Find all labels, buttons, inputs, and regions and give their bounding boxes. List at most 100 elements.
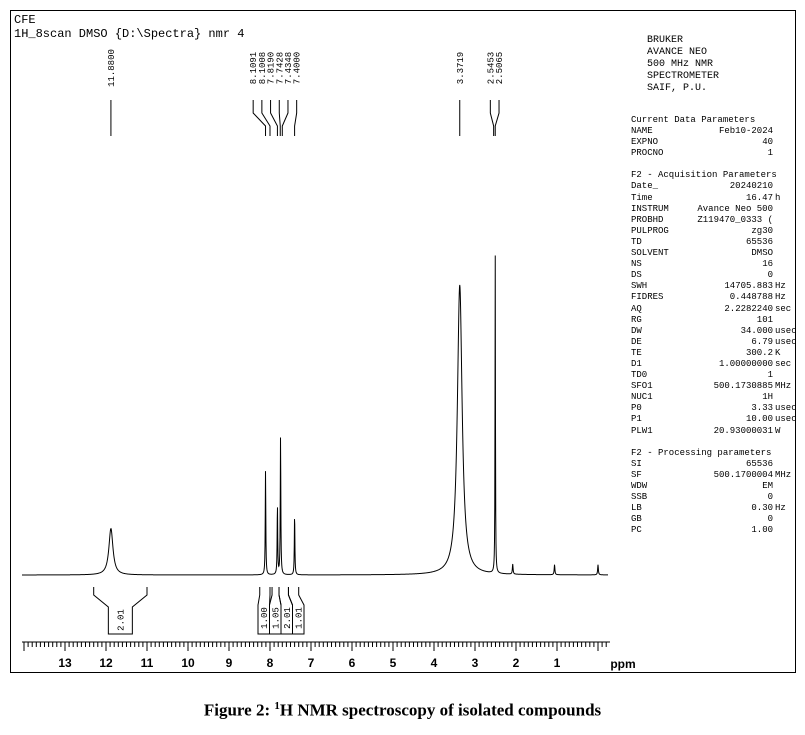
param-unit: h xyxy=(775,192,781,203)
param-row: DS 0 xyxy=(631,270,805,281)
instrument-line: SAIF, P.U. xyxy=(647,83,708,94)
param-name: PC xyxy=(631,525,642,536)
param-name: TD xyxy=(631,236,642,247)
param-name: TD0 xyxy=(631,370,648,381)
param-row: INSTRUM Avance Neo 500 xyxy=(631,204,805,215)
param-value: 1H xyxy=(762,392,773,403)
param-value: DMSO xyxy=(751,248,773,259)
param-value: 65536 xyxy=(745,458,773,469)
param-name: TE xyxy=(631,347,642,358)
current-params-title: Current Data Parameters xyxy=(631,115,756,125)
x-axis-label: ppm xyxy=(610,657,635,671)
param-value: 40 xyxy=(762,137,773,148)
param-unit: Hz xyxy=(775,281,786,292)
peak-label-leader xyxy=(281,100,289,136)
x-tick-label: 12 xyxy=(99,656,113,670)
param-name: SOLVENT xyxy=(631,248,669,259)
peak-label: 8.1091 xyxy=(249,52,259,84)
param-unit: usec xyxy=(775,403,797,414)
param-name: SWH xyxy=(631,281,648,292)
param-row: SWH 14705.883 Hz xyxy=(631,281,805,292)
param-value: 0 xyxy=(767,270,773,281)
param-unit: usec xyxy=(775,336,797,347)
figure-caption: Figure 2: 1H NMR spectroscopy of isolate… xyxy=(0,700,805,721)
param-row: NS 16 xyxy=(631,259,805,270)
x-tick-label: 4 xyxy=(431,656,438,670)
param-row: FIDRES 0.448788 Hz xyxy=(631,292,805,303)
param-name: DW xyxy=(631,325,642,336)
param-value: 10.00 xyxy=(745,414,773,425)
integral-value: 1.05 xyxy=(271,607,281,629)
param-value: 20.93000031 xyxy=(713,425,773,436)
peak-label-leader xyxy=(489,100,495,136)
param-name: INSTRUM xyxy=(631,203,669,214)
param-row: TD0 1 xyxy=(631,370,805,381)
param-name: LB xyxy=(631,503,642,514)
param-row: PLW1 20.93000031 W xyxy=(631,426,805,437)
param-name: SSB xyxy=(631,492,648,502)
x-tick-label: 9 xyxy=(226,656,233,670)
param-value: 500.1730885 xyxy=(713,381,773,392)
peak-label-leader xyxy=(261,100,271,136)
param-unit: sec xyxy=(775,358,792,369)
param-row: PC 1.00 xyxy=(631,525,805,536)
param-name: AQ xyxy=(631,303,642,314)
param-name: PLW1 xyxy=(631,425,653,436)
param-value: 14705.883 xyxy=(724,281,773,292)
param-value: 6.79 xyxy=(751,336,773,347)
param-row: NAME Feb10-2024 xyxy=(631,126,805,137)
param-name: PROCNO xyxy=(631,148,664,159)
acquisition-params-title: F2 - Acquisition Parameters xyxy=(631,170,777,181)
param-row: LB 0.30 Hz xyxy=(631,503,805,514)
param-value: 20240210 xyxy=(729,181,773,192)
peak-label-leader xyxy=(278,100,281,136)
peak-label-leader xyxy=(270,100,278,136)
param-value: 65536 xyxy=(745,236,773,247)
x-tick-label: 7 xyxy=(308,656,315,670)
integral-value: 2.01 xyxy=(283,607,293,629)
param-name: DS xyxy=(631,270,642,281)
integral-value: 2.01 xyxy=(116,609,126,631)
param-name: SFO1 xyxy=(631,381,653,392)
param-value: 34.000 xyxy=(740,325,773,336)
param-unit: MHz xyxy=(775,469,792,480)
experiment-title: 1H_8scan DMSO {D:\Spectra} nmr 4 xyxy=(14,27,245,41)
param-value: zg30 xyxy=(751,225,773,236)
peak-label: 11.8800 xyxy=(107,49,117,87)
param-row: SF 500.1700004 MHz xyxy=(631,470,805,481)
param-row: PULPROG zg30 xyxy=(631,226,805,237)
param-name: Time xyxy=(631,192,653,203)
param-value: 0.30 xyxy=(751,503,773,514)
peak-label: 7.4348 xyxy=(284,52,294,84)
integral-value: 1.01 xyxy=(294,607,304,629)
x-tick-label: 6 xyxy=(349,656,356,670)
peak-label-leader xyxy=(494,100,500,136)
peak-label: 7.4000 xyxy=(293,52,303,84)
peak-label: 2.5453 xyxy=(486,52,496,84)
x-tick-label: 10 xyxy=(181,656,195,670)
param-name: PULPROG xyxy=(631,225,669,236)
param-row: SOLVENT DMSO xyxy=(631,248,805,259)
param-name: GB xyxy=(631,514,642,525)
param-value: 16 xyxy=(762,259,773,270)
param-unit: W xyxy=(775,425,781,436)
param-name: SF xyxy=(631,469,642,480)
param-value: 1 xyxy=(767,148,773,159)
param-value: 1.00 xyxy=(751,525,773,536)
param-value: 0 xyxy=(767,514,773,525)
param-row: DE 6.79 usec xyxy=(631,337,805,348)
x-tick-label: 1 xyxy=(554,656,561,670)
param-row: PROBHD Z119470_0333 ( xyxy=(631,215,805,226)
caption-prefix: Figure 2: xyxy=(203,700,275,720)
param-row: PROCNO 1 xyxy=(631,148,805,159)
param-value: 300.2 xyxy=(745,347,773,358)
peak-label: 2.5065 xyxy=(495,52,505,84)
param-unit: usec xyxy=(775,414,797,425)
x-tick-label: 11 xyxy=(141,656,154,670)
parameter-table: Current Data Parameters NAME Feb10-2024 EXP… xyxy=(631,115,805,536)
param-value: EM xyxy=(762,480,773,491)
param-value: Z119470_0333 ( xyxy=(697,214,773,225)
instrument-line: BRUKER xyxy=(647,35,684,46)
peak-label: 3.3719 xyxy=(456,52,466,84)
param-row: SSB 0 xyxy=(631,492,805,503)
